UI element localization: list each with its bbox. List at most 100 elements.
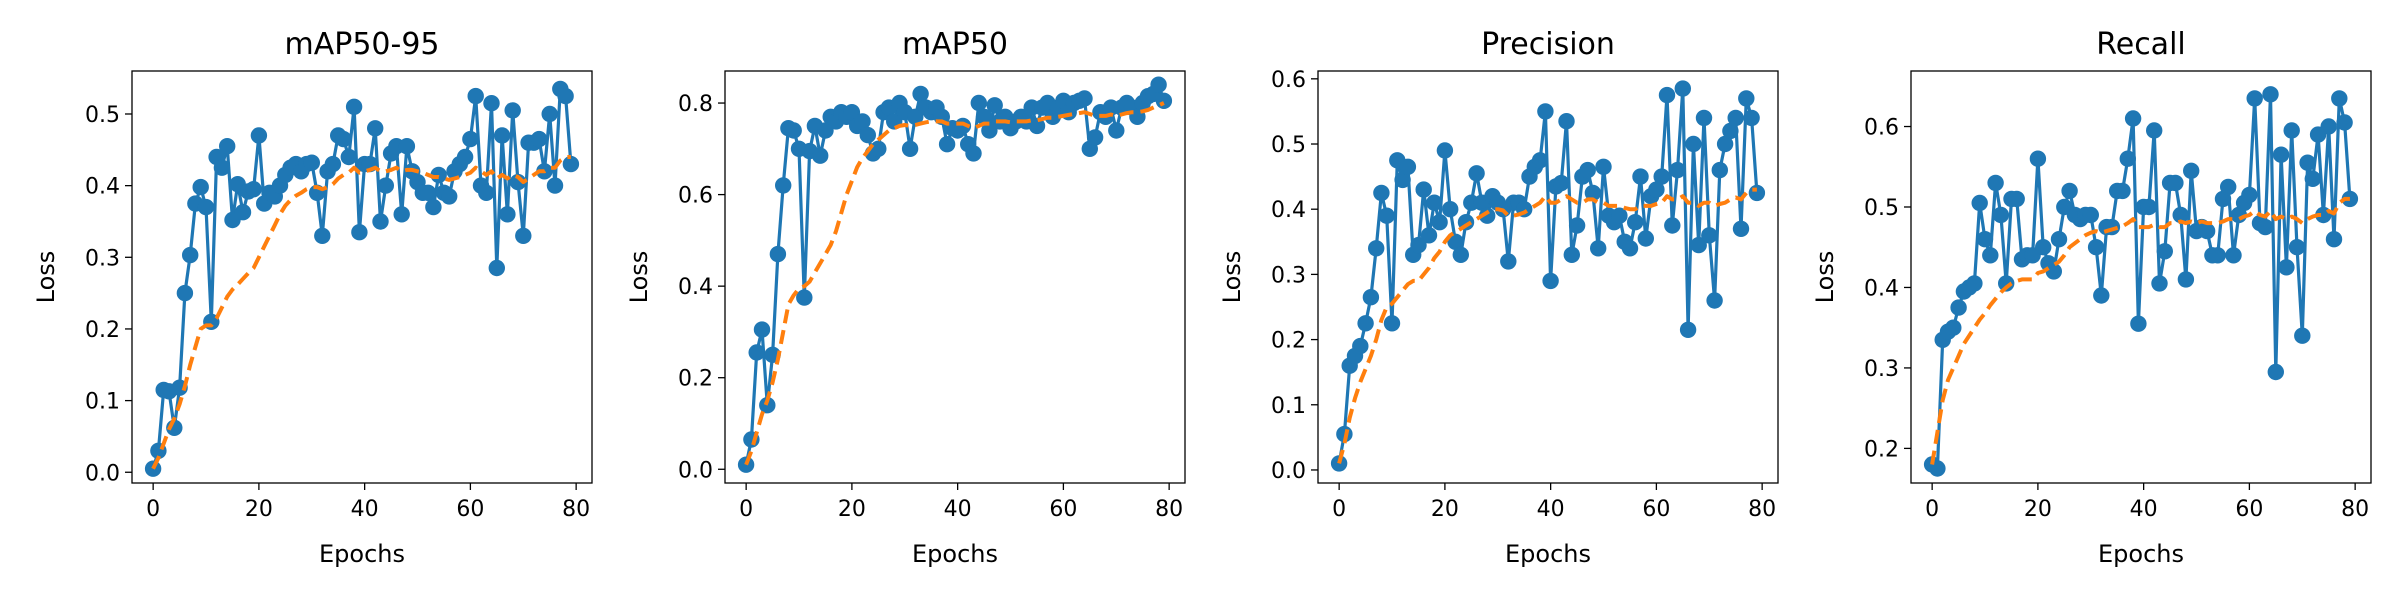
x-tick-label: 20 (1431, 497, 1459, 522)
chart-title: Recall (2096, 27, 2186, 62)
chart-title: mAP50 (902, 27, 1008, 62)
raw-data-point (2124, 110, 2142, 127)
raw-series-line (1931, 92, 2352, 471)
raw-data-point (192, 178, 209, 196)
raw-data-point (1399, 158, 1417, 175)
raw-data-point (245, 181, 262, 198)
raw-data-point (324, 155, 342, 173)
x-axis-label: Epochs (2098, 540, 2184, 568)
raw-data-point (1966, 275, 1983, 292)
raw-data-point (1632, 168, 1649, 185)
y-tick-label: 0.3 (1864, 357, 1899, 382)
smoothed-series-line (744, 101, 1165, 466)
x-tick-label: 60 (1642, 497, 1670, 522)
smoothed-series-line (1930, 196, 2350, 465)
x-tick-label: 40 (351, 497, 379, 522)
x-tick-label: 0 (146, 497, 160, 522)
x-tick-label: 20 (838, 497, 866, 522)
raw-data-point (2156, 243, 2173, 260)
raw-data-point (2140, 198, 2158, 216)
raw-data-point (456, 148, 474, 166)
raw-data-point (314, 227, 331, 244)
raw-data-point (1732, 220, 1750, 237)
raw-data-point (2082, 206, 2099, 224)
smoothed-series-line (151, 155, 571, 470)
y-tick-label: 0.0 (678, 458, 713, 483)
raw-data-point (2172, 206, 2189, 224)
raw-data-point (2114, 182, 2131, 200)
raw-data-point (1595, 158, 1612, 175)
chart-panel-map50-95: mAP50-95 Epochs Loss 0 20 40 60 80 0.0 0.1 0.2 0… (32, 27, 593, 568)
raw-data-point (1420, 227, 1438, 244)
y-tick-label: 0.2 (1271, 329, 1306, 354)
raw-data-point (1436, 142, 1454, 159)
raw-data-point (1738, 90, 1755, 107)
raw-data-point (2008, 190, 2025, 208)
raw-data-point (1531, 152, 1549, 169)
raw-data-point (1362, 289, 1380, 306)
raw-data-point (1976, 231, 1994, 248)
smoothed-series-line (1337, 187, 1757, 464)
x-tick-label: 60 (1049, 497, 1077, 522)
raw-data-point (1611, 207, 1628, 224)
raw-data-point (425, 198, 442, 216)
x-tick-label: 60 (456, 497, 484, 522)
raw-data-point (1679, 321, 1697, 338)
x-tick-label: 60 (2235, 497, 2263, 522)
raw-data-point (1695, 109, 1713, 127)
x-tick-label: 0 (739, 497, 753, 522)
y-tick-label: 0.1 (1271, 394, 1306, 419)
raw-data-point (1727, 109, 1744, 127)
raw-data-point (2267, 363, 2284, 381)
raw-data-point (1447, 233, 1464, 250)
raw-data-point (176, 284, 194, 302)
raw-data-point (975, 108, 993, 126)
raw-data-point (1658, 86, 1676, 104)
raw-data-point (483, 95, 500, 112)
raw-data-point (2029, 150, 2047, 167)
raw-data-point (462, 130, 479, 148)
raw-data-point (250, 127, 268, 144)
raw-data-point (1653, 168, 1670, 185)
raw-data-point (441, 188, 458, 205)
raw-data-point (1722, 122, 1739, 140)
raw-data-point (1028, 117, 1046, 135)
y-tick-label: 0.6 (1864, 116, 1899, 141)
raw-data-point (1542, 272, 1559, 290)
raw-data-point (1368, 240, 1385, 257)
y-tick-label: 0.3 (1271, 263, 1306, 288)
y-tick-label: 0.5 (1271, 133, 1306, 158)
raw-data-point (812, 147, 829, 164)
raw-data-point (303, 154, 320, 171)
x-tick-label: 20 (245, 497, 273, 522)
raw-data-point (1563, 246, 1581, 263)
raw-data-point (965, 145, 982, 162)
x-tick-label: 80 (1748, 497, 1776, 522)
raw-data-point (1383, 315, 1401, 332)
raw-data-point (2198, 222, 2216, 240)
raw-data-point (2225, 247, 2242, 264)
raw-data-point (753, 321, 771, 338)
raw-data-point (2331, 90, 2348, 107)
raw-data-point (769, 245, 787, 263)
x-axis-label: Epochs (912, 540, 998, 568)
raw-data-point (2045, 263, 2062, 280)
raw-data-point (530, 130, 548, 148)
raw-data-point (1468, 165, 1485, 182)
raw-data-point (907, 108, 924, 126)
raw-data-point (1743, 109, 1760, 127)
chart-panel-map50: mAP50 Epochs Loss 0 20 40 60 80 0.0 0.2 0.4 0.6 0… (625, 27, 1186, 568)
raw-data-point (197, 198, 215, 216)
raw-data-point (2283, 122, 2300, 139)
raw-data-point (854, 113, 871, 130)
y-axis-label: Loss (32, 251, 60, 304)
raw-data-point (1479, 207, 1496, 224)
raw-data-point (1415, 181, 1432, 198)
raw-data-point (2272, 146, 2290, 163)
y-tick-label: 0.5 (1864, 196, 1899, 221)
raw-data-point (2119, 150, 2136, 167)
raw-data-point (1648, 181, 1665, 198)
y-tick-label: 0.6 (1271, 68, 1306, 93)
raw-data-point (345, 98, 363, 116)
